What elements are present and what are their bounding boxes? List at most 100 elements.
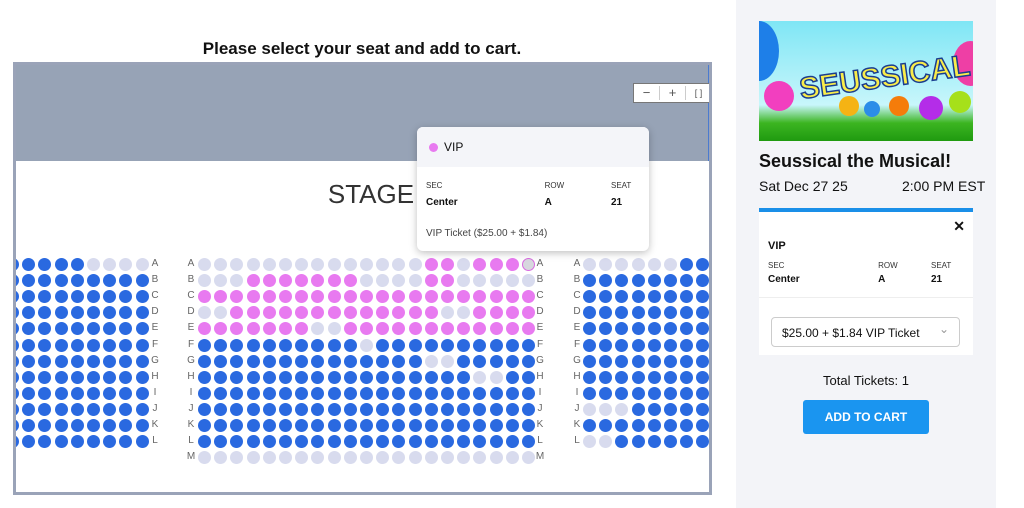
seat[interactable] [38, 419, 52, 432]
seat[interactable] [246, 402, 260, 416]
seat[interactable] [230, 419, 244, 432]
seat[interactable] [38, 402, 52, 416]
seat[interactable] [696, 419, 709, 432]
seat[interactable] [327, 274, 341, 288]
seat[interactable] [392, 322, 406, 336]
seat[interactable] [631, 386, 645, 400]
seat[interactable] [70, 419, 84, 432]
seat[interactable] [38, 354, 52, 368]
seat[interactable] [522, 322, 535, 336]
seat[interactable] [119, 338, 133, 352]
seat[interactable] [87, 354, 100, 368]
seat[interactable] [522, 354, 535, 368]
seat[interactable] [87, 370, 100, 384]
seat[interactable] [262, 435, 276, 449]
seat[interactable] [135, 306, 149, 320]
seat[interactable] [311, 419, 325, 432]
fit-view-button[interactable]: [ ] [694, 88, 703, 98]
seat[interactable] [376, 386, 390, 400]
seat[interactable] [522, 435, 535, 449]
seat[interactable] [22, 338, 36, 352]
seat[interactable] [54, 258, 68, 271]
seat[interactable] [135, 402, 149, 416]
seat[interactable] [246, 370, 260, 384]
seat[interactable] [522, 402, 535, 416]
seat[interactable] [295, 322, 309, 336]
seat[interactable] [22, 274, 36, 288]
seat[interactable] [214, 402, 228, 416]
seat[interactable] [343, 435, 357, 449]
seat[interactable] [505, 386, 519, 400]
seat[interactable] [343, 290, 357, 304]
seat[interactable] [295, 402, 309, 416]
seat[interactable] [16, 402, 19, 416]
seat[interactable] [214, 354, 228, 368]
seat[interactable] [230, 435, 244, 449]
seat[interactable] [647, 419, 661, 432]
seat[interactable] [54, 386, 68, 400]
seat[interactable] [38, 370, 52, 384]
seat[interactable] [311, 274, 325, 288]
seat[interactable] [246, 290, 260, 304]
seat[interactable] [424, 386, 438, 400]
seat[interactable] [424, 370, 438, 384]
seat[interactable] [583, 274, 596, 288]
seat[interactable] [343, 322, 357, 336]
seat[interactable] [489, 354, 503, 368]
seat[interactable] [522, 386, 535, 400]
seat[interactable] [680, 306, 694, 320]
seat[interactable] [680, 354, 694, 368]
seat[interactable] [408, 402, 422, 416]
seat[interactable] [599, 419, 613, 432]
seat[interactable] [457, 435, 471, 449]
seat[interactable] [664, 354, 677, 368]
seat[interactable] [631, 435, 645, 449]
seat[interactable] [441, 419, 454, 432]
seat[interactable] [262, 386, 276, 400]
seat[interactable] [599, 290, 613, 304]
seat[interactable] [424, 338, 438, 352]
seat[interactable] [441, 402, 454, 416]
seat[interactable] [631, 322, 645, 336]
seat[interactable] [198, 402, 211, 416]
seat[interactable] [135, 274, 149, 288]
seat[interactable] [103, 402, 117, 416]
seat[interactable] [279, 274, 292, 288]
seat[interactable] [135, 290, 149, 304]
seat[interactable] [408, 338, 422, 352]
seat[interactable] [583, 338, 596, 352]
seat[interactable] [311, 290, 325, 304]
ticket-type-select[interactable]: $25.00 + $1.84 VIP Ticket ⌄ [771, 317, 960, 347]
seat[interactable] [103, 274, 117, 288]
seat[interactable] [392, 338, 406, 352]
seat[interactable] [327, 370, 341, 384]
seat[interactable] [441, 322, 454, 336]
seat[interactable] [615, 290, 629, 304]
seat[interactable] [505, 402, 519, 416]
seat[interactable] [696, 306, 709, 320]
seat[interactable] [522, 419, 535, 432]
seat[interactable] [441, 338, 454, 352]
seat[interactable] [38, 258, 52, 271]
seat[interactable] [505, 435, 519, 449]
seat[interactable] [198, 322, 211, 336]
seat[interactable] [198, 419, 211, 432]
seat[interactable] [343, 306, 357, 320]
seat[interactable] [343, 402, 357, 416]
seat[interactable] [441, 435, 454, 449]
seat[interactable] [119, 322, 133, 336]
seat[interactable] [54, 274, 68, 288]
seat[interactable] [680, 419, 694, 432]
seat[interactable] [489, 306, 503, 320]
seat[interactable] [198, 435, 211, 449]
seat[interactable] [279, 338, 292, 352]
seat[interactable] [696, 386, 709, 400]
seat[interactable] [424, 322, 438, 336]
seat[interactable] [505, 290, 519, 304]
seat[interactable] [376, 435, 390, 449]
seat[interactable] [119, 370, 133, 384]
seat[interactable] [87, 306, 100, 320]
seat[interactable] [103, 290, 117, 304]
seat[interactable] [295, 338, 309, 352]
seat[interactable] [70, 354, 84, 368]
